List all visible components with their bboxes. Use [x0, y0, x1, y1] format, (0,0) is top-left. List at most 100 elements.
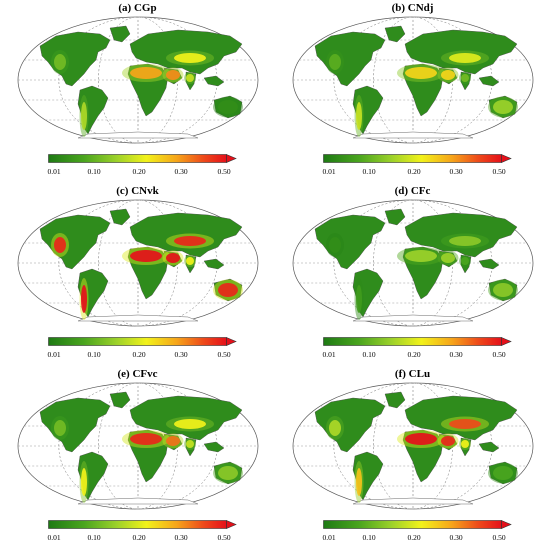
land-na: [314, 397, 386, 453]
land-greenland: [384, 391, 406, 409]
land-sea: [478, 441, 500, 453]
land-greenland: [109, 391, 131, 409]
hotspot-sahara: [405, 250, 437, 262]
land-sea: [203, 441, 225, 453]
land-na: [314, 214, 386, 270]
colorbar-tick-label: 0.01: [47, 533, 61, 542]
world-map: [292, 382, 534, 510]
hotspot-central_asia: [449, 53, 481, 63]
panel-title: (f) CLu: [394, 368, 431, 380]
hotspot-andes: [81, 285, 87, 313]
hotspot-india: [461, 440, 469, 448]
colorbar-tick-label: 0.50: [217, 533, 231, 542]
land-greenland: [109, 25, 131, 43]
land-greenland: [384, 25, 406, 43]
land-antarctica: [352, 131, 474, 139]
hotspot-arabia: [441, 436, 455, 446]
hotspot-australia: [493, 100, 513, 114]
land-antarctica: [352, 497, 474, 505]
colorbar-tick-label: 0.20: [132, 167, 146, 176]
world-map: [17, 16, 259, 144]
land-eurasia: [129, 29, 243, 75]
colorbar-ticks: 0.01 0.10 0.20 0.30 0.50: [322, 167, 513, 177]
hotspot-na_west: [329, 237, 341, 253]
map-panel-d: (d) CFc 0.01 0.10 0.20 0.30 0.50: [275, 183, 550, 366]
land-eurasia: [404, 212, 518, 258]
colorbar-tick-label: 0.01: [322, 533, 336, 542]
land-antarctica: [77, 314, 199, 322]
hotspot-arabia: [441, 70, 455, 80]
colorbar-tick-label: 0.01: [322, 350, 336, 359]
hotspot-australia: [218, 283, 238, 297]
colorbar-extend-arrow: [226, 520, 237, 529]
colorbar-ticks: 0.01 0.10 0.20 0.30 0.50: [47, 350, 238, 360]
map-panel-f: (f) CLu 0.01 0.10 0.20 0.30 0.50: [275, 366, 550, 549]
hotspot-sahara: [130, 67, 162, 79]
land-antarctica: [352, 314, 474, 322]
world-map: [292, 199, 534, 327]
land-sea: [203, 258, 225, 270]
hotspot-arabia: [441, 253, 455, 263]
colorbar-tick-label: 0.30: [174, 533, 188, 542]
land-eurasia: [404, 29, 518, 75]
value-hotspots: [51, 50, 243, 137]
colorbar-tick-label: 0.20: [407, 167, 421, 176]
land-na: [39, 31, 111, 87]
land-masses: [314, 391, 518, 505]
hotspot-australia: [493, 283, 513, 297]
colorbar-tick-label: 0.01: [47, 350, 61, 359]
value-hotspots: [326, 233, 518, 320]
hotspot-andes: [81, 102, 87, 130]
map-panel-b: (b) CNdj 0.01 0.10 0.20 0.30 0.50: [275, 0, 550, 183]
hotspot-sahara: [405, 433, 437, 445]
colorbar-tick-label: 0.30: [449, 167, 463, 176]
colorbar-tick-label: 0.10: [87, 167, 101, 176]
hotspot-na_west: [329, 54, 341, 70]
world-map: [17, 199, 259, 327]
colorbar-extend-arrow: [501, 154, 512, 163]
colorbar-extend-arrow: [226, 154, 237, 163]
colorbar-ticks: 0.01 0.10 0.20 0.30 0.50: [322, 350, 513, 360]
hotspot-sahara: [130, 433, 162, 445]
colorbar-tick-label: 0.20: [132, 350, 146, 359]
colorbar-tick-label: 0.30: [174, 167, 188, 176]
colorbar-tick-label: 0.50: [492, 350, 506, 359]
hotspot-australia: [218, 100, 238, 114]
land-sea: [478, 258, 500, 270]
colorbar-ticks: 0.01 0.10 0.20 0.30 0.50: [47, 533, 238, 543]
colorbar: [48, 337, 237, 346]
colorbar-tick-label: 0.30: [449, 350, 463, 359]
colorbar-tick-label: 0.50: [217, 167, 231, 176]
land-greenland: [384, 208, 406, 226]
colorbar-extend-arrow: [501, 337, 512, 346]
land-sea: [478, 75, 500, 87]
hotspot-australia: [493, 466, 513, 480]
hotspot-na_west: [329, 420, 341, 436]
hotspot-arabia: [166, 253, 180, 263]
hotspot-sahara: [130, 250, 162, 262]
hotspot-india: [186, 440, 194, 448]
colorbar-tick-label: 0.50: [217, 350, 231, 359]
hotspot-india: [186, 257, 194, 265]
hotspot-andes: [356, 102, 362, 130]
hotspot-india: [461, 257, 469, 265]
colorbar-tick-label: 0.01: [47, 167, 61, 176]
value-hotspots: [326, 416, 518, 503]
colorbar-ticks: 0.01 0.10 0.20 0.30 0.50: [47, 167, 238, 177]
land-sea: [203, 75, 225, 87]
land-greenland: [109, 208, 131, 226]
colorbar-extend-arrow: [501, 520, 512, 529]
hotspot-sahara: [405, 67, 437, 79]
panel-title: (a) CGp: [118, 2, 157, 14]
hotspot-arabia: [166, 70, 180, 80]
map-panel-c: (c) CNvk 0.01 0.10 0.20 0.30 0.50: [0, 183, 275, 366]
colorbar-tick-label: 0.20: [132, 533, 146, 542]
land-antarctica: [77, 131, 199, 139]
colorbar-tick-label: 0.20: [407, 533, 421, 542]
panel-title: (d) CFc: [394, 185, 431, 197]
hotspot-central_asia: [174, 236, 206, 246]
land-na: [314, 31, 386, 87]
colorbar: [323, 337, 512, 346]
land-eurasia: [129, 395, 243, 441]
world-map: [17, 382, 259, 510]
